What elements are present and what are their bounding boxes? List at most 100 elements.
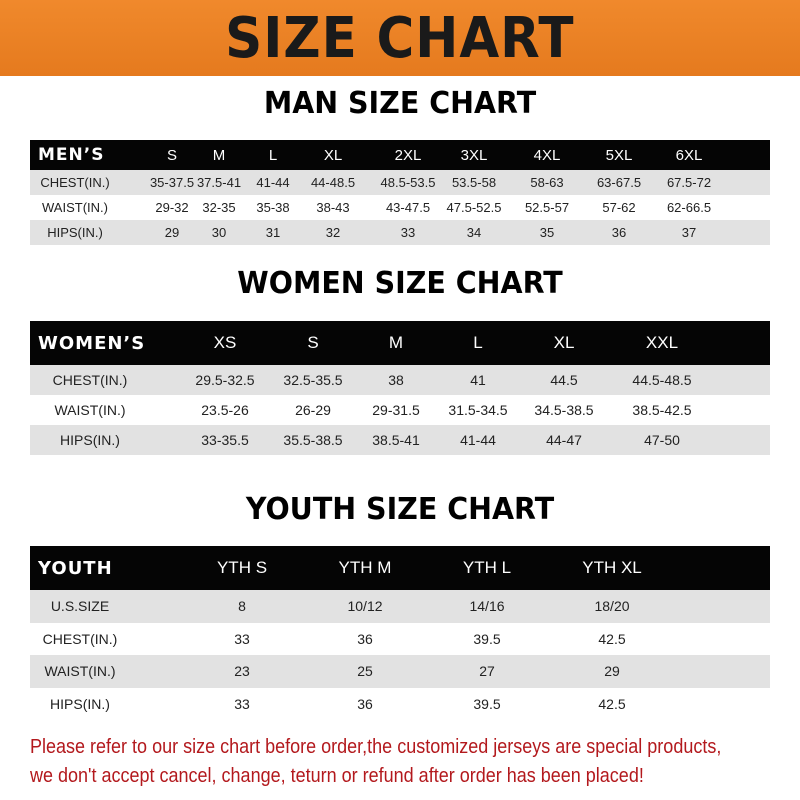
banner: SIZE CHART [0,0,800,76]
table-cell: 53.5-58 [451,175,497,190]
table-cell: 38-43 [316,200,350,215]
table-cell: 42.5 [598,695,626,712]
table-row: CHEST(IN.) 33 36 39.5 42.5 [30,622,770,655]
table-row: CHEST(IN.) 35-37.5 37.5-41 41-44 44-48.5 48.5… [30,170,770,195]
table-cell: 67.5-72 [666,175,712,190]
size-header: 3XL [460,146,488,164]
table-cell: 34.5-38.5 [534,402,594,418]
table-cell: 44-48.5 [310,175,356,190]
table-cell: 36 [357,630,373,647]
table-cell: 57-62 [602,200,636,215]
size-header: YTH M [338,558,392,577]
table-cell: 29 [604,663,620,680]
size-header: YTH L [462,558,512,577]
table-cell: 44-47 [546,432,582,448]
table-cell: 31 [265,225,281,240]
table-cell: 41 [470,372,486,388]
size-header: 5XL [605,146,633,164]
row-label: HIPS(IN.) [50,695,110,712]
men-size-table: MEN’S S M L XL 2XL 3XL 4XL 5XL 6XL CHEST(IN.) 35-37… [30,140,770,245]
table-cell: 14/16 [469,598,505,615]
footer-notice-line2: we don't accept cancel, change, teturn o… [30,765,644,787]
table-cell: 18/20 [594,598,630,615]
header-row: MEN’S S M L XL 2XL 3XL 4XL 5XL 6XL [30,140,770,170]
youth-title: YOUTH SIZE CHART [245,492,555,527]
table-cell: 33 [234,695,250,712]
table-cell: 37.5-41 [196,175,242,190]
table-row: HIPS(IN.) 29 30 31 32 33 34 35 36 37 [30,220,770,245]
table-row: WAIST(IN.) 29-32 32-35 35-38 38-43 43-47.5 47.… [30,195,770,220]
table-cell: 62-66.5 [666,200,712,215]
footer-notice-line1: Please refer to our size chart before or… [30,736,722,758]
table-cell: 10/12 [347,598,383,615]
table-cell: 35 [539,225,555,240]
table-cell: 43-47.5 [385,200,431,215]
table-corner-label: YOUTH [38,557,113,579]
table-cell: 32.5-35.5 [283,372,343,388]
size-header: L [473,333,483,352]
row-label: WAIST(IN.) [54,402,126,418]
table-cell: 8 [238,598,246,615]
banner-title: SIZE CHART [225,5,575,71]
header-row: YOUTH YTH S YTH M YTH L YTH XL [30,546,770,590]
table-row: WAIST(IN.) 23 25 27 29 [30,655,770,688]
row-label: CHEST(IN.) [40,175,110,190]
table-cell: 47.5-52.5 [446,200,502,215]
women-title: WOMEN SIZE CHART [237,266,563,301]
row-label: CHEST(IN.) [52,372,128,388]
size-header: 4XL [533,146,561,164]
table-cell: 36 [357,695,373,712]
size-header: L [268,146,278,164]
table-cell: 38.5-41 [372,432,420,448]
row-label: HIPS(IN.) [60,432,120,448]
table-cell: 29-32 [155,200,189,215]
table-cell: 44.5 [550,372,578,388]
table-cell: 44.5-48.5 [632,372,692,388]
size-header: YTH XL [582,558,642,577]
size-header: M [212,146,226,164]
table-cell: 38.5-42.5 [632,402,692,418]
table-cell: 33 [400,225,416,240]
table-cell: 30 [211,225,227,240]
table-cell: 35-37.5 [149,175,195,190]
table-cell: 35-38 [256,200,290,215]
table-cell: 35.5-38.5 [283,432,343,448]
table-cell: 23 [234,663,250,680]
row-label: HIPS(IN.) [47,225,103,240]
size-header: XS [213,333,237,352]
table-cell: 41-44 [256,175,290,190]
table-cell: 27 [479,663,495,680]
header-row: WOMEN’S XS S M L XL XXL [30,321,770,365]
table-corner-label: WOMEN’S [38,332,146,354]
size-header: M [388,333,404,352]
size-header: XXL [645,333,679,352]
table-cell: 36 [611,225,627,240]
table-cell: 31.5-34.5 [448,402,508,418]
row-label: WAIST(IN.) [44,663,116,680]
table-cell: 48.5-53.5 [380,175,436,190]
size-header: 6XL [675,146,703,164]
youth-size-table: YOUTH YTH S YTH M YTH L YTH XL U.S.SIZE 8 10/12… [30,546,770,720]
size-header: XL [323,146,343,164]
table-row: HIPS(IN.) 33-35.5 35.5-38.5 38.5-41 41-44 44-… [30,425,770,455]
table-cell: 32-35 [202,200,236,215]
size-header: S [166,146,178,164]
size-header: S [307,333,319,352]
table-cell: 47-50 [644,432,680,448]
size-header: XL [553,333,575,352]
table-cell: 29.5-32.5 [195,372,255,388]
table-cell: 37 [681,225,697,240]
size-header: 2XL [394,146,422,164]
table-cell: 33 [234,630,250,647]
table-cell: 33-35.5 [201,432,249,448]
table-cell: 52.5-57 [524,200,570,215]
table-cell: 38 [388,372,404,388]
table-cell: 39.5 [473,630,501,647]
men-title: MAN SIZE CHART [263,86,537,121]
table-cell: 39.5 [473,695,501,712]
row-label: WAIST(IN.) [42,200,108,215]
table-cell: 23.5-26 [201,402,249,418]
table-cell: 29-31.5 [372,402,420,418]
row-label: U.S.SIZE [50,598,110,615]
table-row: U.S.SIZE 8 10/12 14/16 18/20 [30,590,770,623]
